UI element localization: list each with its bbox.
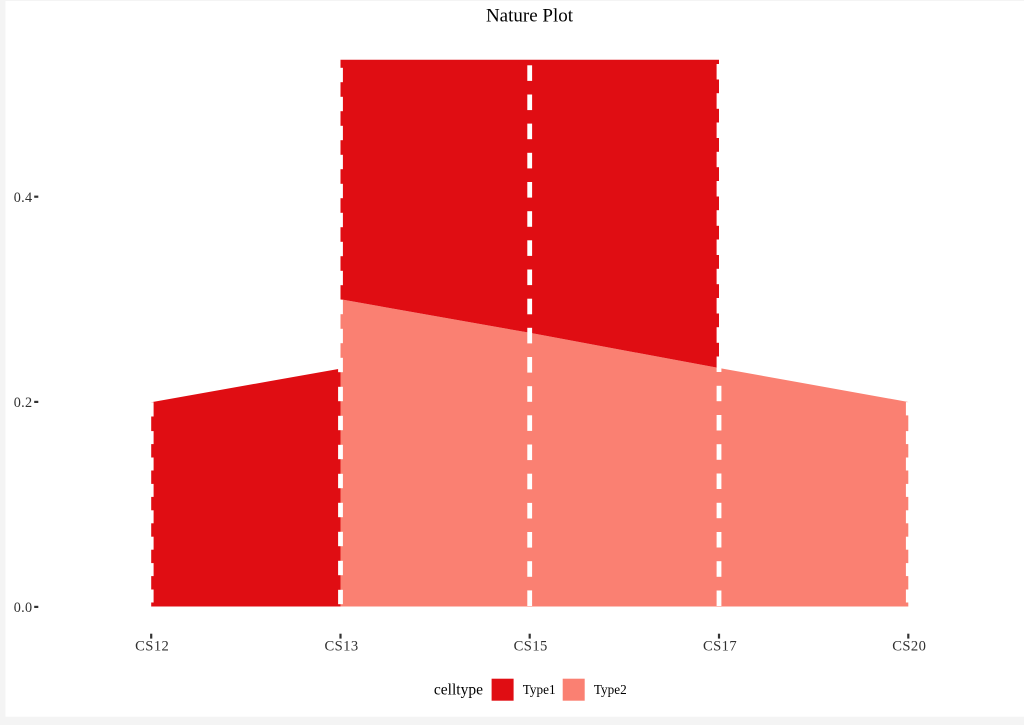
svg-text:Nature Plot: Nature Plot bbox=[486, 6, 574, 27]
svg-text:CS12: CS12 bbox=[135, 638, 169, 654]
svg-text:0.2: 0.2 bbox=[14, 395, 33, 411]
svg-text:0.0: 0.0 bbox=[14, 600, 33, 616]
svg-text:Type2: Type2 bbox=[594, 682, 627, 697]
svg-text:CS20: CS20 bbox=[892, 638, 926, 654]
svg-text:CS15: CS15 bbox=[514, 638, 548, 654]
svg-text:Type1: Type1 bbox=[523, 682, 556, 697]
svg-text:celltype: celltype bbox=[434, 682, 483, 699]
svg-text:CS13: CS13 bbox=[324, 638, 358, 654]
svg-text:CS17: CS17 bbox=[703, 638, 737, 654]
svg-text:0.4: 0.4 bbox=[14, 190, 33, 206]
